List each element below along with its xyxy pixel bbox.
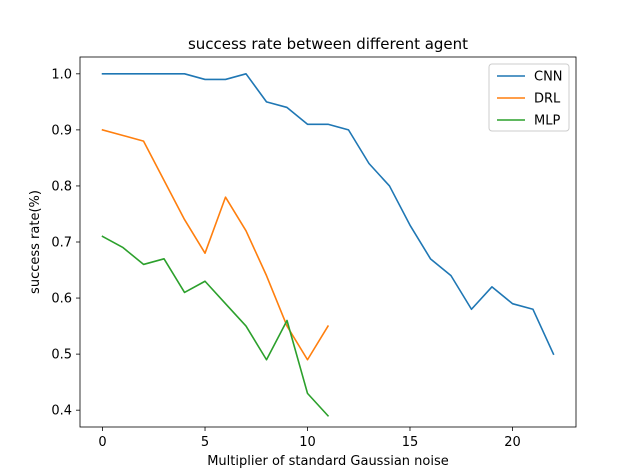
y-tick-label: 1.0 [51,67,72,82]
legend-label-cnn: CNN [534,70,563,85]
x-tick-label: 10 [299,435,316,450]
y-tick-label: 0.8 [51,179,72,194]
x-tick-label: 0 [98,435,106,450]
legend-label-mlp: MLP [534,114,560,129]
x-axis: 0 5 10 15 20 [98,427,521,450]
y-tick-label: 0.9 [51,123,72,138]
chart-title: success rate between different agent [188,35,468,53]
legend-label-drl: DRL [534,92,561,107]
y-tick-label: 0.5 [51,348,72,363]
y-axis-title: success rate(%) [28,190,43,294]
y-tick-label: 0.7 [51,236,72,251]
legend: CNN DRL MLP [488,63,570,132]
x-tick-label: 15 [402,435,419,450]
y-tick-label: 0.4 [51,404,72,419]
series-line-cnn [101,73,555,356]
series-line-drl [101,128,330,361]
x-axis-title: Multiplier of standard Gaussian noise [207,454,449,469]
x-tick-label: 20 [504,435,521,450]
y-tick-label: 0.6 [51,292,72,307]
series-line-mlp [101,235,330,417]
y-axis: 0.4 0.5 0.6 0.7 0.8 0.9 1.0 [51,67,80,419]
legend-box [488,63,570,132]
series-group [101,73,555,417]
x-tick-label: 5 [201,435,209,450]
